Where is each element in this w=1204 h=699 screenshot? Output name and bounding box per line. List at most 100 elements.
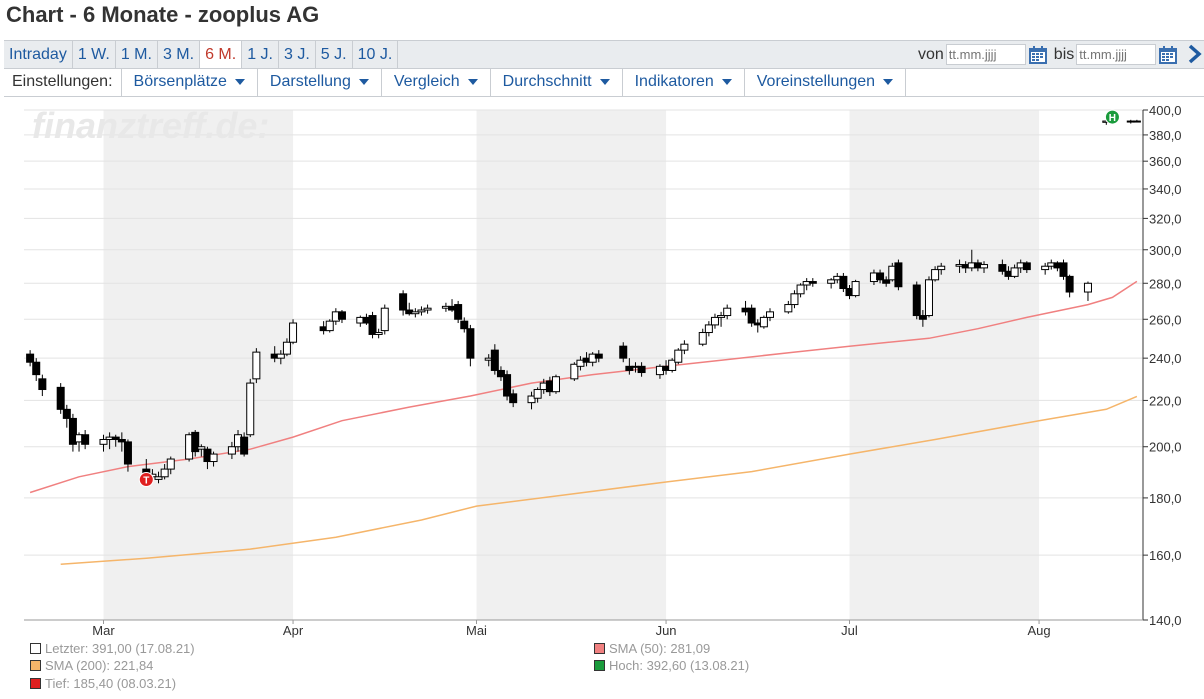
x-tick-label: Mai — [466, 623, 487, 638]
candle — [99, 438, 108, 445]
candle — [380, 307, 389, 332]
candle — [282, 341, 291, 355]
calendar-icon[interactable] — [1028, 45, 1048, 65]
y-tick-label: 380,0 — [1149, 128, 1182, 143]
y-tick-label: 180,0 — [1149, 491, 1182, 506]
month-shade — [849, 110, 1040, 620]
candle — [1022, 262, 1031, 271]
range-tab[interactable]: 1 J. — [242, 41, 279, 68]
marker-label: H — [1109, 113, 1116, 124]
candle — [337, 311, 346, 320]
candle — [460, 320, 469, 330]
candle — [931, 269, 940, 281]
candle — [289, 322, 298, 343]
candle — [123, 441, 132, 465]
candle — [1010, 267, 1019, 277]
candle — [276, 353, 285, 359]
y-tick-label: 220,0 — [1149, 393, 1182, 408]
settings-label: Einstellungen: — [4, 68, 122, 96]
candle — [594, 353, 603, 359]
candle — [570, 363, 579, 380]
candle — [509, 393, 518, 404]
to-date-input[interactable] — [1076, 44, 1157, 65]
range-tab[interactable]: 3 J. — [279, 41, 316, 68]
candle — [912, 284, 921, 317]
candle — [399, 293, 408, 311]
range-tab[interactable]: 1 W. — [73, 41, 116, 68]
marker-label: T — [143, 476, 149, 487]
candle — [423, 307, 432, 311]
y-tick-label: 400,0 — [1149, 103, 1182, 118]
caret-down-icon — [599, 78, 610, 85]
settings-menu[interactable]: Voreinstellungen — [745, 68, 907, 96]
settings-menu[interactable]: Börsenplätze — [122, 68, 258, 96]
candle — [374, 332, 383, 335]
candle — [411, 311, 420, 315]
y-tick-label: 300,0 — [1149, 243, 1182, 258]
legend-text: Tief: 185,40 (08.03.21) — [45, 676, 177, 691]
candle — [1132, 120, 1141, 123]
candle — [533, 389, 542, 399]
settings-menu-label: Darstellung — [269, 73, 351, 90]
settings-menu[interactable]: Indikatoren — [623, 68, 745, 96]
legend-swatch — [594, 643, 605, 654]
settings-menu-label: Durchschnitt — [502, 73, 592, 90]
candle — [1065, 275, 1074, 293]
legend-item: SMA (50): 281,09 — [594, 641, 710, 656]
settings-menu-label: Vergleich — [393, 73, 460, 90]
from-date-input[interactable] — [945, 44, 1026, 65]
candle — [796, 284, 805, 295]
settings-menu-label: Indikatoren — [634, 73, 714, 90]
candle — [894, 262, 903, 288]
from-label: von — [918, 45, 944, 63]
chevron-right-icon[interactable] — [1184, 43, 1204, 65]
candle — [704, 324, 713, 334]
y-tick-label: 200,0 — [1149, 440, 1182, 455]
candle — [68, 417, 77, 445]
y-tick-label: 260,0 — [1149, 312, 1182, 327]
legend-text: Hoch: 392,60 (13.08.21) — [609, 658, 750, 673]
candle — [698, 332, 707, 345]
range-tab[interactable]: 10 J. — [353, 41, 399, 68]
settings-menu[interactable]: Vergleich — [382, 68, 491, 96]
settings-menu[interactable]: Darstellung — [258, 68, 382, 96]
candle — [56, 386, 65, 410]
candle — [747, 307, 756, 324]
candle — [808, 281, 817, 284]
candle — [527, 395, 536, 404]
candle — [674, 349, 683, 363]
candle — [26, 353, 35, 363]
legend-swatch — [30, 660, 41, 671]
caret-down-icon — [721, 78, 732, 85]
caret-down-icon — [467, 78, 478, 85]
x-tick-label: Jun — [656, 623, 677, 638]
candle — [490, 349, 499, 371]
y-tick-label: 360,0 — [1149, 154, 1182, 169]
candle — [680, 343, 689, 351]
candle — [759, 316, 768, 328]
legend-item: Tief: 185,40 (08.03.21) — [30, 676, 176, 691]
candle — [240, 436, 249, 455]
candle — [454, 304, 463, 320]
x-tick-label: Jul — [841, 623, 858, 638]
range-tab[interactable]: 6 M. — [200, 41, 243, 68]
candle — [166, 458, 175, 470]
candle — [784, 304, 793, 313]
range-tab[interactable]: 1 M. — [116, 41, 158, 68]
legend-item: SMA (200): 221,84 — [30, 658, 153, 673]
caret-down-icon — [358, 78, 369, 85]
settings-menu[interactable]: Durchschnitt — [491, 68, 623, 96]
candle — [766, 311, 774, 318]
candle — [81, 434, 90, 445]
y-tick-label: 320,0 — [1149, 211, 1182, 226]
date-range-picker: von bis — [918, 41, 1178, 68]
candle — [38, 378, 47, 391]
legend-item: Letzter: 391,00 (17.08.21) — [30, 641, 195, 656]
caret-down-icon — [234, 78, 245, 85]
candle — [111, 436, 120, 440]
candle — [197, 446, 206, 450]
calendar-icon[interactable] — [1158, 45, 1178, 65]
range-tab[interactable]: 3 M. — [158, 41, 201, 68]
range-tab[interactable]: Intraday — [4, 41, 73, 68]
range-tab[interactable]: 5 J. — [316, 41, 353, 68]
